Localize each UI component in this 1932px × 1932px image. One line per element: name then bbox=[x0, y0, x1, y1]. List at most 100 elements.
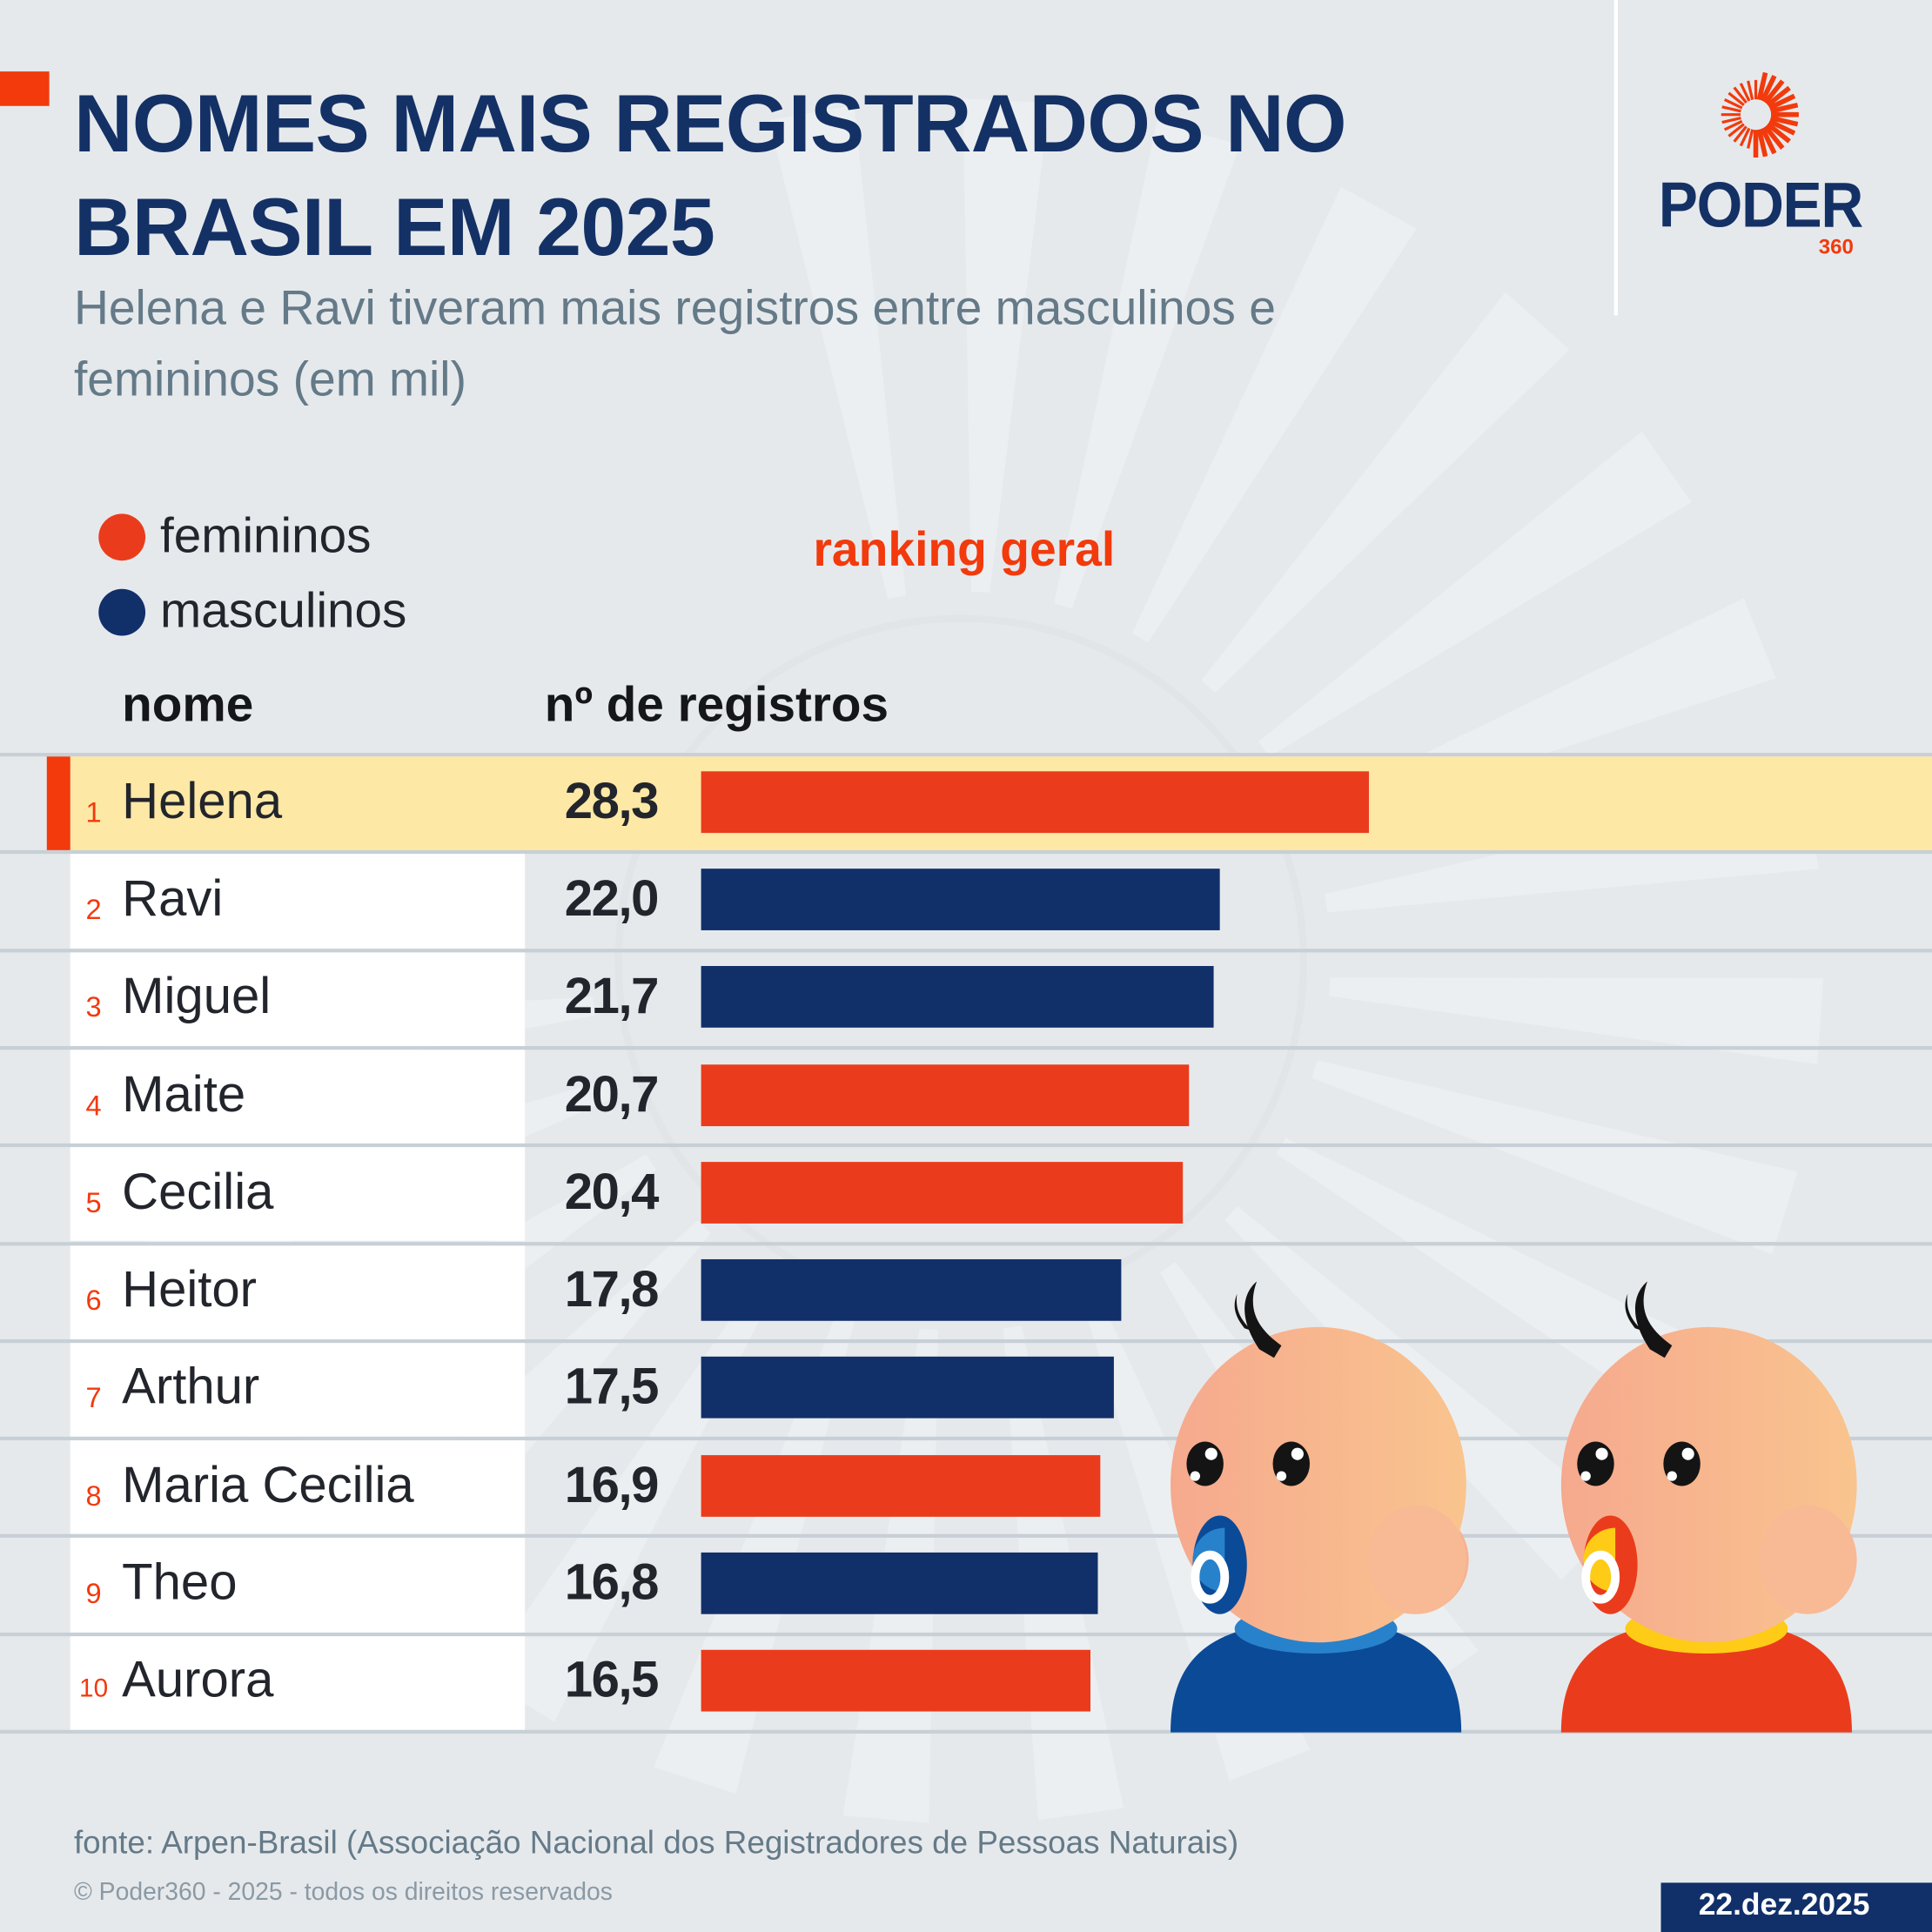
title-line-2: BRASIL EM 2025 bbox=[73, 181, 715, 272]
value-label: 20,4 bbox=[564, 1163, 660, 1220]
name-cell-background bbox=[70, 1244, 526, 1339]
title-accent-mark bbox=[0, 71, 50, 106]
table-row: 7 Arthur 17,5 bbox=[0, 1342, 1932, 1437]
column-header-name: nome bbox=[122, 677, 254, 732]
babies-illustration bbox=[1171, 1281, 1857, 1733]
sunburst-ray bbox=[1311, 1060, 1798, 1255]
name-label: Maria Cecilia bbox=[122, 1456, 414, 1513]
logo-ray bbox=[1727, 91, 1745, 106]
name-label: Miguel bbox=[122, 967, 272, 1024]
row-divider bbox=[0, 753, 1932, 757]
rank-number: 4 bbox=[85, 1088, 102, 1121]
date-badge bbox=[1660, 1882, 1932, 1932]
logo-ray bbox=[1760, 127, 1777, 155]
logo-ray bbox=[1727, 123, 1745, 138]
logo-ray bbox=[1768, 93, 1796, 111]
name-label: Ravi bbox=[122, 869, 224, 927]
name-label: Heitor bbox=[122, 1260, 258, 1318]
logo-ray bbox=[1747, 80, 1754, 100]
table-row: 1 Helena 28,3 bbox=[0, 756, 1932, 851]
title-line-1: NOMES MAIS REGISTRADOS NO bbox=[73, 77, 1347, 169]
header-divider bbox=[1613, 0, 1618, 316]
rank-number: 5 bbox=[85, 1186, 102, 1218]
name-cell-background bbox=[70, 1050, 526, 1144]
logo-wordmark: PODER bbox=[1658, 170, 1864, 242]
logo-number: 360 bbox=[1818, 235, 1854, 259]
sunburst-ray bbox=[1258, 432, 1692, 757]
name-cell-background bbox=[70, 1538, 526, 1633]
bar-maite bbox=[701, 1063, 1190, 1126]
row-divider bbox=[0, 948, 1932, 952]
logo-ray bbox=[1723, 119, 1743, 131]
name-label: Arthur bbox=[122, 1358, 260, 1415]
date-label: 22.dez.2025 bbox=[1698, 1888, 1870, 1922]
value-label: 21,7 bbox=[564, 967, 660, 1024]
sunburst-ray bbox=[1131, 186, 1417, 643]
logo-ray bbox=[1769, 115, 1799, 127]
row-divider bbox=[0, 850, 1932, 855]
value-label: 16,9 bbox=[564, 1456, 660, 1513]
sunburst-ray bbox=[768, 104, 907, 600]
legend-dot-femininos bbox=[98, 513, 146, 561]
rank-number: 1 bbox=[85, 795, 102, 828]
baby-girl bbox=[1560, 1281, 1857, 1733]
logo-ray bbox=[1763, 79, 1785, 104]
logo-ray bbox=[1769, 102, 1799, 114]
sunburst-ray bbox=[963, 98, 1050, 593]
sunburst-logo-icon bbox=[1721, 71, 1799, 158]
bar-miguel bbox=[701, 966, 1214, 1029]
logo-ray bbox=[1768, 118, 1796, 136]
name-label: Helena bbox=[122, 772, 283, 829]
logo-ray bbox=[1721, 105, 1741, 113]
name-label: Aurora bbox=[122, 1651, 274, 1708]
bar-arthur bbox=[701, 1357, 1115, 1419]
name-cell-background bbox=[70, 1440, 526, 1535]
logo-ray bbox=[1756, 129, 1768, 158]
table-row: 10 Aurora 16,5 bbox=[0, 1635, 1932, 1730]
highlight-marker bbox=[46, 756, 70, 851]
name-cell-background bbox=[70, 854, 526, 949]
value-label: 17,5 bbox=[564, 1358, 660, 1415]
sunburst-ray bbox=[1054, 121, 1240, 609]
bar-maria-cecilia bbox=[701, 1454, 1100, 1517]
row-divider bbox=[0, 1436, 1932, 1441]
name-label: Theo bbox=[122, 1553, 238, 1611]
value-label: 16,8 bbox=[564, 1553, 660, 1611]
column-header-value: nº de registros bbox=[544, 677, 889, 732]
logo-ray bbox=[1733, 86, 1748, 104]
value-label: 16,5 bbox=[564, 1651, 660, 1708]
logo-ray bbox=[1756, 71, 1768, 101]
rank-number: 3 bbox=[85, 990, 102, 1023]
value-label: 28,3 bbox=[564, 772, 660, 829]
logo-ray bbox=[1733, 125, 1748, 143]
baby-boy bbox=[1171, 1281, 1469, 1733]
logo-ray bbox=[1766, 122, 1791, 144]
subtitle-line-2: femininos (em mil) bbox=[73, 353, 466, 407]
logo-ray bbox=[1766, 85, 1791, 107]
row-divider bbox=[0, 1241, 1932, 1245]
legend-label-masculinos: masculinos bbox=[160, 584, 407, 639]
legend-label-femininos: femininos bbox=[160, 508, 372, 564]
logo-ray bbox=[1760, 74, 1777, 103]
sunburst-ray bbox=[1276, 1137, 1729, 1430]
rank-number: 10 bbox=[79, 1674, 109, 1704]
row-divider bbox=[0, 1045, 1932, 1050]
sunburst-ray bbox=[1329, 977, 1824, 1064]
bar-theo bbox=[701, 1552, 1098, 1614]
row-divider bbox=[0, 1338, 1932, 1343]
row-divider bbox=[0, 1534, 1932, 1539]
legend-dot-masculinos bbox=[98, 588, 146, 636]
subtitle: Helena e Ravi tiveram mais registros ent… bbox=[74, 273, 1553, 416]
value-label: 20,7 bbox=[564, 1065, 660, 1123]
sunburst-ray bbox=[1201, 292, 1570, 693]
source-note: fonte: Arpen-Brasil (Associação Nacional… bbox=[73, 1823, 1239, 1861]
row-divider bbox=[0, 1632, 1932, 1636]
name-cell-background bbox=[70, 1147, 526, 1242]
table-row: 4 Maite 20,7 bbox=[0, 1050, 1932, 1144]
row-divider bbox=[0, 1144, 1932, 1148]
logo-ray bbox=[1721, 117, 1741, 124]
table-row: 2 Ravi 22,0 bbox=[0, 854, 1932, 949]
value-label: 22,0 bbox=[564, 869, 660, 927]
value-label: 17,8 bbox=[564, 1260, 660, 1318]
subtitle-line-1: Helena e Ravi tiveram mais registros ent… bbox=[73, 282, 1276, 336]
